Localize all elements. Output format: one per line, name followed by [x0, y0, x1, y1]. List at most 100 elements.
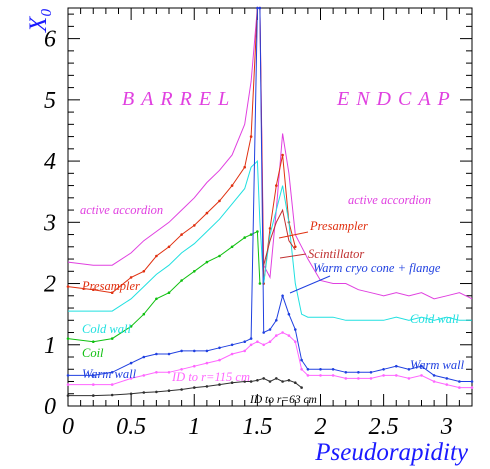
- data-point: [205, 385, 209, 388]
- data-point: [129, 361, 133, 365]
- data-point: [275, 319, 278, 322]
- data-point: [256, 340, 259, 344]
- y-tick-label: 4: [44, 149, 56, 175]
- data-point: [193, 364, 196, 368]
- data-point: [66, 374, 70, 377]
- label-coil: Coil: [82, 346, 104, 360]
- data-point: [407, 368, 411, 371]
- data-point: [218, 199, 221, 203]
- data-point: [275, 184, 278, 187]
- region-label-endcap: ENDCAP: [336, 88, 457, 110]
- x-tick-label: 3: [440, 414, 453, 440]
- series-line: [68, 159, 472, 321]
- data-point: [395, 374, 398, 377]
- label-scintillator: Scintillator: [308, 247, 364, 261]
- data-point: [281, 153, 284, 157]
- y-tick-label: 1: [44, 333, 56, 359]
- data-point: [268, 328, 272, 331]
- label-warm-cryo-cone: Warm cryo cone + flange: [313, 261, 441, 275]
- data-point: [230, 352, 234, 356]
- data-point: [205, 260, 209, 264]
- label-warm-wall-barrel: Warm wall: [82, 367, 137, 381]
- y-tick-label: 6: [44, 27, 56, 53]
- data-point: [262, 377, 266, 380]
- data-point: [193, 270, 196, 273]
- data-point: [142, 270, 146, 273]
- data-point: [243, 236, 246, 239]
- series-3: [66, 230, 262, 344]
- data-point: [319, 368, 322, 371]
- x-tick-label: 1.5: [242, 414, 272, 440]
- data-point: [92, 288, 95, 292]
- data-point: [92, 394, 95, 397]
- data-point: [275, 334, 278, 337]
- data-point: [395, 364, 398, 368]
- series-line: [68, 331, 472, 389]
- data-point: [66, 337, 70, 340]
- series-2: [68, 159, 472, 321]
- x-tick-label: 1: [188, 414, 200, 440]
- data-point: [230, 343, 234, 347]
- data-point: [357, 371, 360, 374]
- series-0: [67, 7, 473, 300]
- data-point: [110, 337, 114, 340]
- data-point: [458, 386, 461, 389]
- y-axis-title: X₀: [25, 8, 52, 33]
- data-point: [294, 340, 297, 344]
- y-tick-label: 0: [44, 394, 56, 420]
- label-id-63: ID to r=63 cm: [249, 394, 317, 406]
- data-point: [382, 368, 385, 371]
- pointer-scintillator: [279, 253, 307, 259]
- data-point: [458, 380, 461, 383]
- data-point: [357, 377, 360, 380]
- data-point: [180, 388, 183, 391]
- data-point: [306, 368, 310, 371]
- data-point: [300, 358, 303, 362]
- x-tick-label: 2.5: [369, 414, 399, 440]
- axis-ticks: 0 0.5 1 1.5 2 2.5 3 0 1 2 3 4 5 6: [43, 8, 472, 440]
- data-point: [167, 371, 171, 374]
- data-point: [268, 380, 272, 383]
- data-point: [287, 334, 291, 337]
- data-point: [287, 312, 291, 316]
- series-6: [66, 331, 474, 389]
- series-7: [66, 377, 303, 397]
- data-point: [129, 325, 133, 328]
- data-point: [230, 381, 234, 385]
- data-point: [193, 224, 196, 227]
- data-point: [256, 6, 259, 10]
- data-point: [167, 389, 171, 393]
- data-point: [294, 245, 297, 249]
- data-point: [281, 380, 284, 383]
- series-layer: [66, 6, 474, 397]
- data-point: [193, 349, 196, 353]
- data-point: [275, 377, 278, 380]
- data-point: [281, 294, 284, 298]
- data-point: [287, 379, 291, 382]
- label-active-accordion-barrel: active accordion: [80, 203, 163, 217]
- data-point: [180, 349, 183, 353]
- y-tick-label: 3: [43, 210, 56, 236]
- data-point: [92, 383, 95, 386]
- pointer-presampler: [278, 231, 309, 239]
- data-point: [193, 386, 196, 389]
- data-point: [268, 340, 272, 344]
- data-point: [256, 230, 259, 233]
- data-point: [110, 383, 114, 386]
- data-point: [218, 346, 221, 350]
- label-id-115: ID to r=115 cm: [171, 370, 250, 384]
- data-point: [445, 377, 449, 380]
- x-tick-label: 2: [315, 414, 327, 440]
- data-point: [420, 364, 423, 368]
- data-point: [230, 245, 234, 249]
- data-point: [262, 343, 266, 347]
- series-line: [263, 208, 296, 266]
- data-point: [243, 349, 246, 353]
- data-point: [249, 380, 253, 383]
- data-point: [110, 371, 114, 374]
- label-presampler-barrel: Presampler: [81, 279, 140, 293]
- data-point: [249, 337, 253, 340]
- series-line: [67, 230, 261, 343]
- data-point: [445, 383, 449, 386]
- data-point: [306, 374, 310, 377]
